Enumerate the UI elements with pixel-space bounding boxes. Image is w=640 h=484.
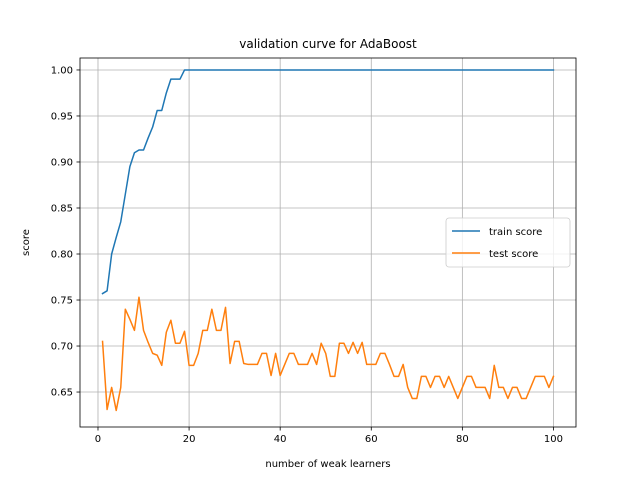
x-tick-label: 0 (95, 434, 101, 445)
x-tick-label: 60 (365, 434, 378, 445)
y-tick-label: 1.00 (51, 65, 73, 76)
y-tick-label: 0.85 (51, 203, 73, 214)
x-tick-label: 100 (544, 434, 563, 445)
test-score-line (101, 296, 555, 412)
y-tick-label: 0.95 (51, 111, 73, 122)
y-tick-label: 0.75 (51, 296, 73, 307)
x-tick-label: 80 (456, 434, 469, 445)
train-score-line (101, 69, 555, 295)
y-tick-label: 0.90 (51, 157, 73, 168)
y-tick-label: 0.70 (51, 342, 73, 353)
legend-label-train: train score (489, 227, 542, 238)
y-axis: 0.65 0.70 0.75 0.80 0.85 0.90 0.95 1.00 (51, 65, 80, 399)
chart-title: validation curve for AdaBoost (239, 37, 417, 51)
legend: train score test score (445, 217, 571, 268)
series-layer (101, 69, 555, 412)
x-tick-label: 20 (183, 434, 196, 445)
x-tick-label: 40 (274, 434, 287, 445)
y-tick-label: 0.80 (51, 250, 73, 261)
x-axis: 0 20 40 60 80 100 (95, 427, 563, 445)
legend-label-test: test score (489, 249, 538, 260)
plot-frame (79, 57, 577, 428)
y-axis-label: score (21, 229, 32, 256)
y-tick-label: 0.65 (51, 388, 73, 399)
x-axis-label: number of weak learners (265, 459, 390, 470)
